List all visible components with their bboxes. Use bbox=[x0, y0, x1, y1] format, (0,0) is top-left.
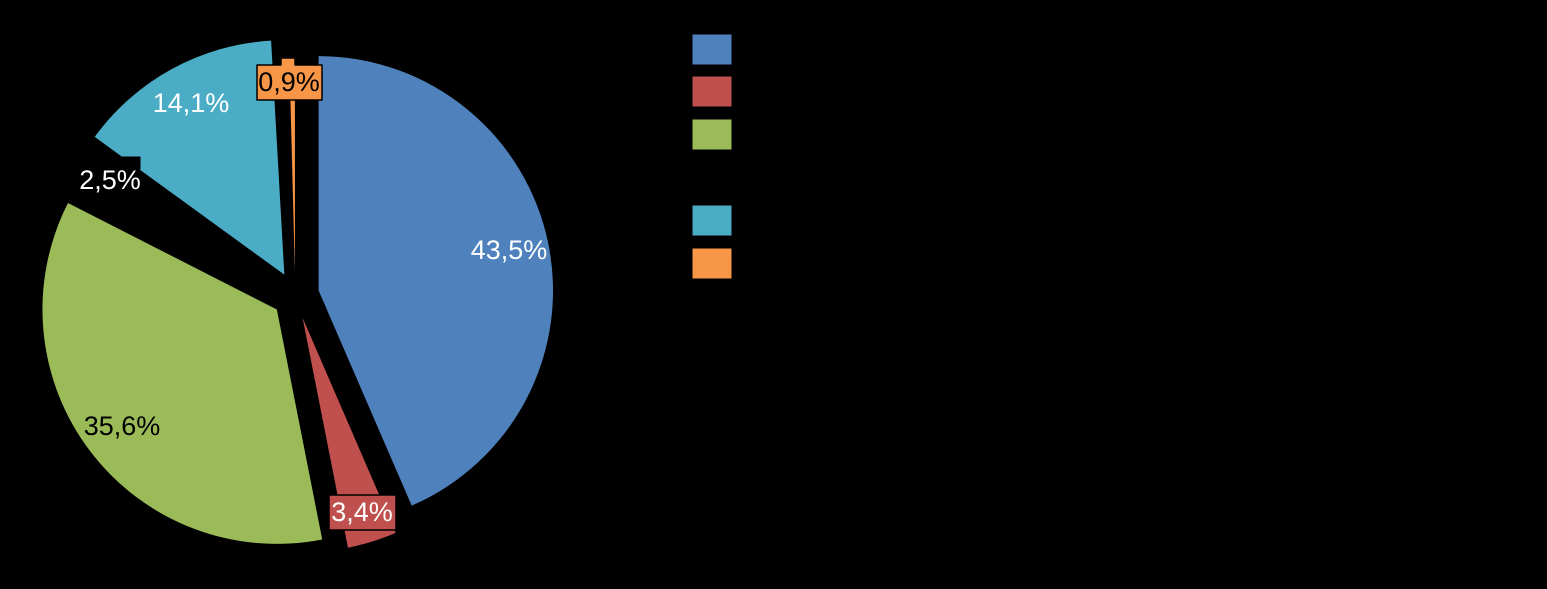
svg-text:14,1%: 14,1% bbox=[153, 88, 230, 118]
svg-text:43,5%: 43,5% bbox=[471, 235, 548, 265]
svg-text:3,4%: 3,4% bbox=[331, 497, 393, 527]
svg-text:35,6%: 35,6% bbox=[84, 411, 161, 441]
svg-text:0,9%: 0,9% bbox=[258, 67, 320, 97]
